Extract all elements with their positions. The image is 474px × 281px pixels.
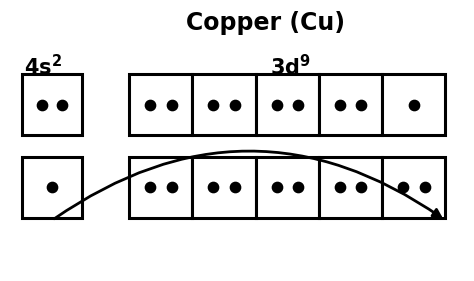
Bar bbox=[129, 157, 192, 217]
Point bbox=[210, 185, 217, 190]
Point bbox=[210, 103, 217, 107]
Bar bbox=[319, 74, 382, 135]
Bar bbox=[192, 157, 256, 217]
Bar bbox=[192, 74, 256, 135]
Bar bbox=[382, 74, 446, 135]
Bar bbox=[319, 157, 382, 217]
Text: $\mathbf{3d^9}$: $\mathbf{3d^9}$ bbox=[270, 53, 311, 79]
Point bbox=[357, 103, 365, 107]
Point bbox=[336, 103, 344, 107]
Bar bbox=[129, 74, 192, 135]
Point bbox=[294, 103, 302, 107]
Bar bbox=[256, 157, 319, 217]
Point bbox=[231, 185, 239, 190]
Point bbox=[231, 103, 239, 107]
Point bbox=[48, 185, 56, 190]
Bar bbox=[21, 74, 82, 135]
Bar bbox=[21, 157, 82, 217]
Point bbox=[294, 185, 302, 190]
Point bbox=[38, 103, 46, 107]
Point bbox=[146, 185, 154, 190]
Point bbox=[273, 103, 281, 107]
Point bbox=[273, 185, 281, 190]
Point bbox=[410, 103, 418, 107]
Point bbox=[336, 185, 344, 190]
Point bbox=[421, 185, 428, 190]
Text: Copper (Cu): Copper (Cu) bbox=[186, 11, 345, 35]
Point bbox=[399, 185, 407, 190]
Text: $\mathbf{4s^2}$: $\mathbf{4s^2}$ bbox=[24, 53, 62, 79]
Point bbox=[146, 103, 154, 107]
Point bbox=[168, 185, 175, 190]
Point bbox=[168, 103, 175, 107]
Bar bbox=[382, 157, 446, 217]
Bar bbox=[256, 74, 319, 135]
Point bbox=[58, 103, 66, 107]
Point bbox=[357, 185, 365, 190]
